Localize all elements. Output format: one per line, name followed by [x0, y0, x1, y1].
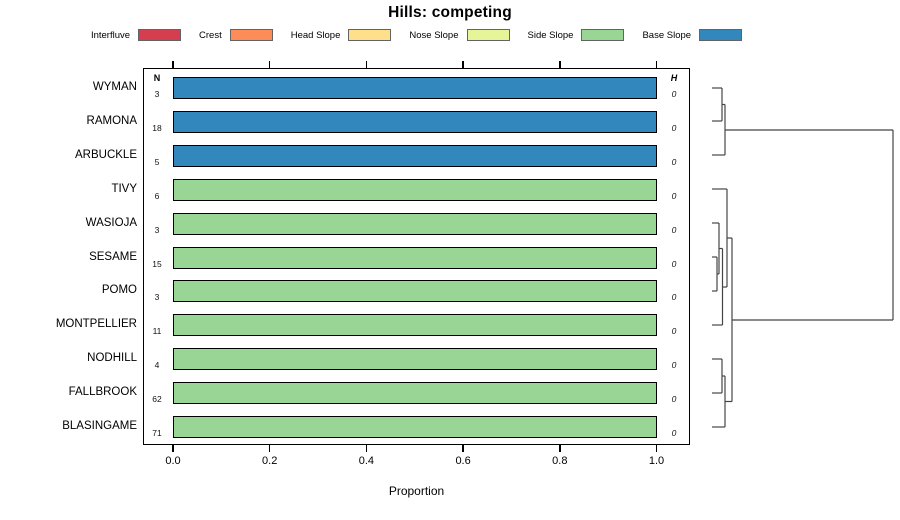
legend-swatch [138, 29, 182, 41]
chart-title: Hills: competing [388, 4, 512, 21]
legend-item-interfluve: Interfluve [90, 29, 182, 41]
row-label-nodhill: NODHILL [87, 352, 137, 365]
legend-item-base-slope: Base Slope [642, 29, 743, 41]
legend-label: Head Slope [290, 29, 341, 41]
legend-label: Crest [199, 29, 222, 41]
bar-fallbrook-side-slope [173, 382, 657, 405]
x-tick-top [559, 61, 561, 68]
n-value: 4 [154, 360, 160, 371]
x-tick-top [462, 61, 464, 68]
x-tick-bottom [559, 445, 561, 452]
legend-item-side-slope: Side Slope [528, 29, 625, 41]
bar-nodhill-side-slope [173, 348, 657, 371]
legend-item-nose-slope: Nose Slope [409, 29, 510, 41]
bar-blasingame-side-slope [173, 416, 657, 438]
h-column-header: H [670, 73, 678, 83]
bar-wasioja-side-slope [173, 212, 657, 235]
row-label-pomo: POMO [101, 284, 137, 297]
h-value: 0 [671, 394, 677, 405]
x-tick-bottom [268, 445, 271, 452]
x-tick-top [365, 61, 368, 68]
n-value: 15 [152, 258, 162, 269]
x-axis-title: Proportion [388, 484, 445, 498]
legend-item-crest: Crest [199, 29, 273, 41]
legend-item-head-slope: Head Slope [291, 29, 392, 41]
row-label-tivy: TIVY [111, 182, 137, 195]
x-tick-top [172, 61, 174, 68]
h-value: 0 [671, 326, 677, 337]
row-label-fallbrook: FALLBROOK [68, 386, 137, 399]
x-tick-label: 1.0 [648, 455, 665, 467]
h-value: 0 [671, 156, 677, 167]
row-label-montpellier: MONTPELLIER [55, 318, 137, 331]
x-tick-label: 0.8 [552, 455, 568, 467]
legend-label: Side Slope [527, 29, 574, 41]
h-value: 0 [671, 89, 677, 99]
h-value: 0 [671, 224, 677, 235]
x-tick-label: 0.0 [165, 455, 181, 467]
n-value: 3 [154, 89, 160, 99]
x-tick-top [655, 61, 658, 68]
n-value: 71 [152, 428, 162, 438]
x-tick-label: 0.6 [455, 455, 471, 467]
legend-label: Base Slope [642, 29, 692, 41]
row-label-sesame: SESAME [89, 250, 137, 263]
h-value: 0 [671, 360, 677, 371]
x-tick-bottom [462, 445, 464, 452]
row-label-wyman: WYMAN [92, 81, 137, 93]
n-value: 5 [154, 156, 160, 167]
row-label-blasingame: BLASINGAME [62, 420, 137, 432]
n-column-header: N [153, 73, 161, 83]
n-value: 18 [152, 122, 162, 133]
legend-label: Interfluve [90, 29, 131, 41]
bar-wyman-base-slope [173, 77, 657, 99]
n-value: 3 [154, 292, 160, 303]
h-value: 0 [671, 292, 677, 303]
legend-swatch [699, 29, 743, 41]
bar-ramona-base-slope [173, 110, 657, 133]
bar-sesame-side-slope [173, 246, 657, 269]
x-tick-label: 0.4 [358, 455, 375, 467]
h-value: 0 [671, 122, 677, 133]
row-label-wasioja: WASIOJA [85, 216, 137, 229]
x-tick-top [268, 61, 271, 68]
h-value: 0 [671, 258, 677, 269]
x-tick-label: 0.2 [262, 455, 278, 467]
n-value: 11 [152, 326, 162, 337]
row-label-ramona: RAMONA [86, 114, 137, 127]
n-value: 6 [154, 190, 160, 201]
bar-montpellier-side-slope [173, 314, 657, 337]
row-label-arbuckle: ARBUCKLE [75, 148, 137, 161]
x-tick-bottom [365, 445, 368, 452]
x-tick-bottom [655, 445, 658, 452]
legend-swatch [348, 29, 392, 41]
legend-swatch [229, 29, 273, 41]
h-value: 0 [671, 428, 677, 438]
n-value: 3 [154, 224, 160, 235]
legend: Interfluve Crest Head Slope Nose Slope Side … [0, 27, 833, 43]
bar-tivy-side-slope [173, 178, 657, 201]
legend-label: Nose Slope [409, 29, 459, 41]
legend-swatch [581, 29, 625, 41]
n-value: 62 [152, 394, 162, 405]
h-value: 0 [671, 190, 677, 201]
x-tick-bottom [172, 445, 174, 452]
legend-swatch [466, 29, 510, 41]
bar-pomo-side-slope [173, 280, 657, 303]
bar-arbuckle-base-slope [173, 144, 657, 167]
